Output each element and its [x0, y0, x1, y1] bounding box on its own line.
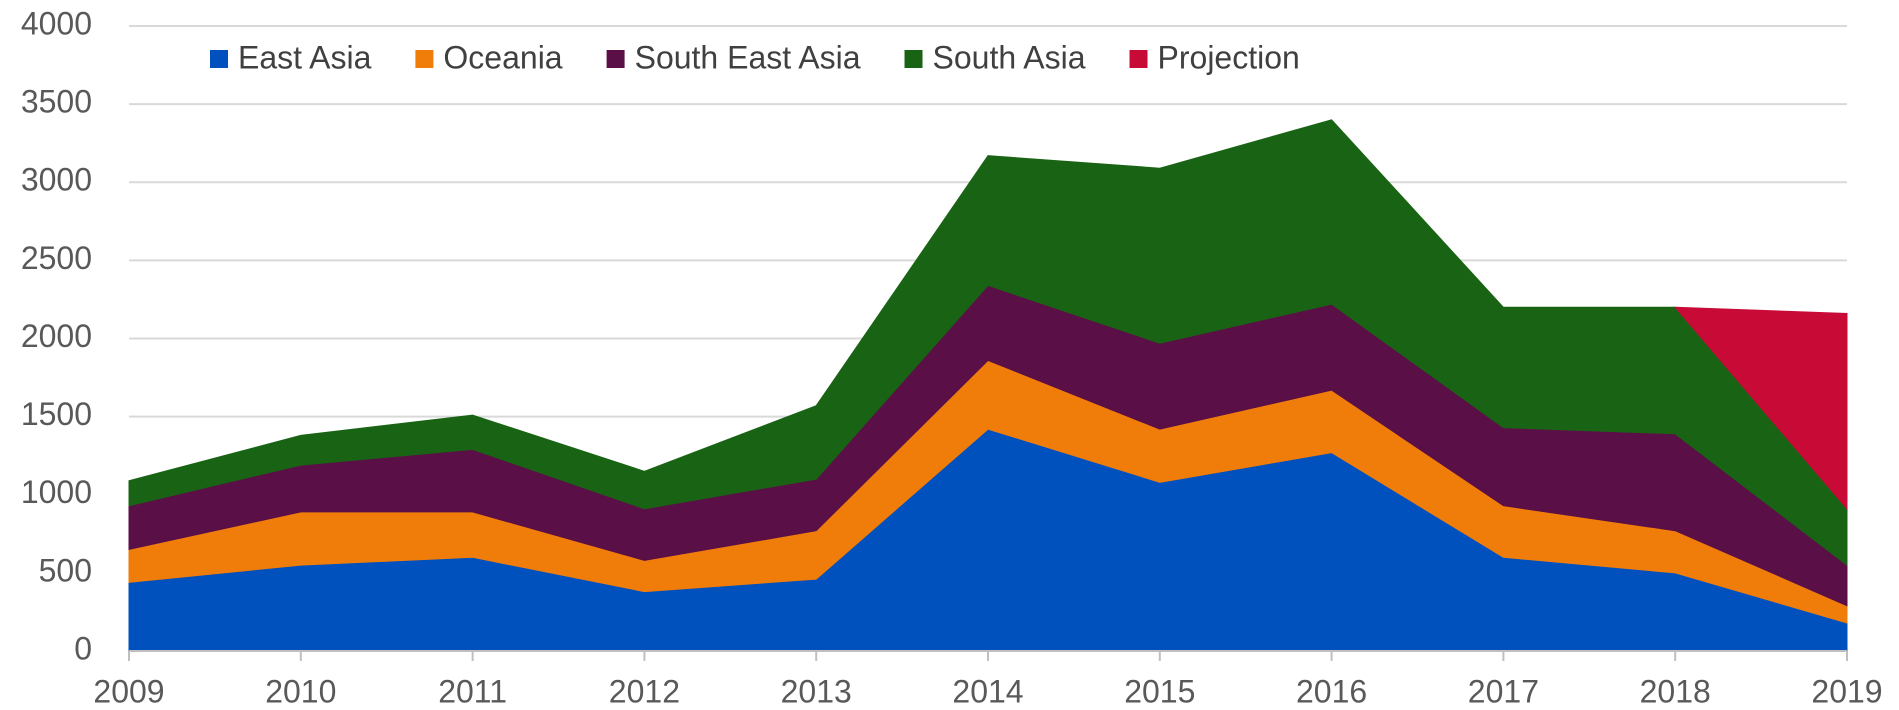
- legend-label: East Asia: [238, 39, 372, 75]
- legend-label: Projection: [1158, 39, 1300, 75]
- y-tick-label: 3000: [21, 162, 92, 198]
- x-tick-label: 2009: [93, 673, 164, 709]
- legend: East Asia Oceania South East Asia South Asi…: [210, 39, 1300, 75]
- x-tick-label: 2017: [1468, 673, 1539, 709]
- y-tick-label: 1000: [21, 474, 92, 510]
- y-tick-label: 1500: [21, 396, 92, 432]
- y-tick-label: 2500: [21, 240, 92, 276]
- x-tick-label: 2019: [1811, 673, 1882, 709]
- legend-label: South East Asia: [635, 39, 861, 75]
- legend-swatch: [904, 50, 923, 68]
- area: [128, 119, 1848, 567]
- area: [1674, 306, 1848, 511]
- x-tick-label: 2013: [781, 673, 852, 709]
- y-tick-label: 3500: [21, 84, 92, 120]
- legend-swatch: [606, 50, 625, 68]
- x-tick-label: 2014: [952, 673, 1023, 709]
- legend-swatch: [1129, 50, 1148, 68]
- legend-label: Oceania: [443, 39, 562, 75]
- x-tick-label: 2011: [438, 673, 507, 709]
- x-tick-label: 2015: [1124, 673, 1195, 709]
- legend-swatch: [415, 50, 434, 68]
- y-tick-label: 0: [74, 630, 92, 666]
- legend-label: South Asia: [933, 39, 1086, 75]
- y-tick-label: 2000: [21, 318, 92, 354]
- x-tick-label: 2010: [265, 673, 336, 709]
- x-tick-label: 2016: [1296, 673, 1367, 709]
- y-tick-label: 500: [39, 552, 92, 588]
- y-tick-label: 4000: [21, 5, 92, 41]
- x-tick-label: 2018: [1640, 673, 1711, 709]
- x-tick-label: 2012: [609, 673, 680, 709]
- legend-swatch: [210, 50, 228, 68]
